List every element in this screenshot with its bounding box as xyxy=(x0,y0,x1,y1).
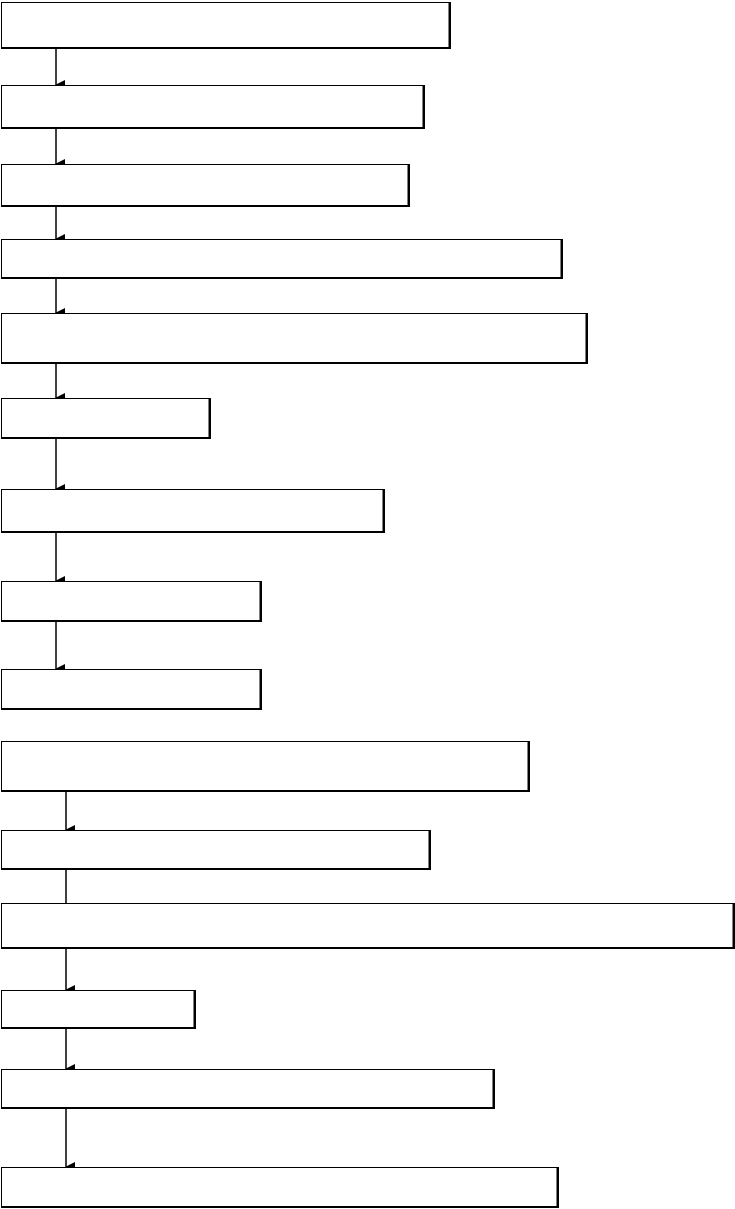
box-outline xyxy=(1,2,450,48)
process-box xyxy=(1,1069,495,1109)
process-box xyxy=(1,990,196,1029)
box-shadow xyxy=(1,741,530,792)
process-box xyxy=(1,830,431,870)
box-outline xyxy=(1,239,562,278)
box-shadow xyxy=(1,2,451,49)
box-shadow xyxy=(1,669,262,710)
box-outline xyxy=(1,1167,558,1207)
box-shadow xyxy=(1,239,563,279)
box-outline xyxy=(1,164,409,206)
box-outline xyxy=(1,830,430,869)
process-box xyxy=(1,741,530,792)
process-box xyxy=(1,581,262,622)
box-outline xyxy=(1,669,261,709)
process-box xyxy=(1,669,262,710)
box-shadow xyxy=(1,85,425,129)
process-box xyxy=(1,239,563,279)
box-shadow xyxy=(1,581,262,622)
process-box xyxy=(1,164,410,207)
process-box xyxy=(1,2,451,49)
box-outline xyxy=(1,581,261,621)
process-box xyxy=(1,903,735,949)
box-outline xyxy=(1,741,529,791)
box-shadow xyxy=(1,164,410,207)
box-shadow xyxy=(1,1167,559,1208)
box-shadow xyxy=(1,1069,495,1109)
box-outline xyxy=(1,85,424,128)
box-outline xyxy=(1,313,587,363)
process-box xyxy=(1,489,385,533)
box-shadow xyxy=(1,903,735,949)
box-outline xyxy=(1,990,195,1028)
box-shadow xyxy=(1,990,196,1029)
process-box xyxy=(1,1167,559,1208)
box-shadow xyxy=(1,489,385,533)
process-box xyxy=(1,313,588,364)
box-outline xyxy=(1,1069,494,1108)
box-outline xyxy=(1,489,384,532)
box-shadow xyxy=(1,313,588,364)
box-outline xyxy=(1,398,210,438)
box-shadow xyxy=(1,830,431,870)
box-outline xyxy=(1,903,734,948)
process-box xyxy=(1,85,425,129)
box-shadow xyxy=(1,398,211,439)
process-box xyxy=(1,398,211,439)
